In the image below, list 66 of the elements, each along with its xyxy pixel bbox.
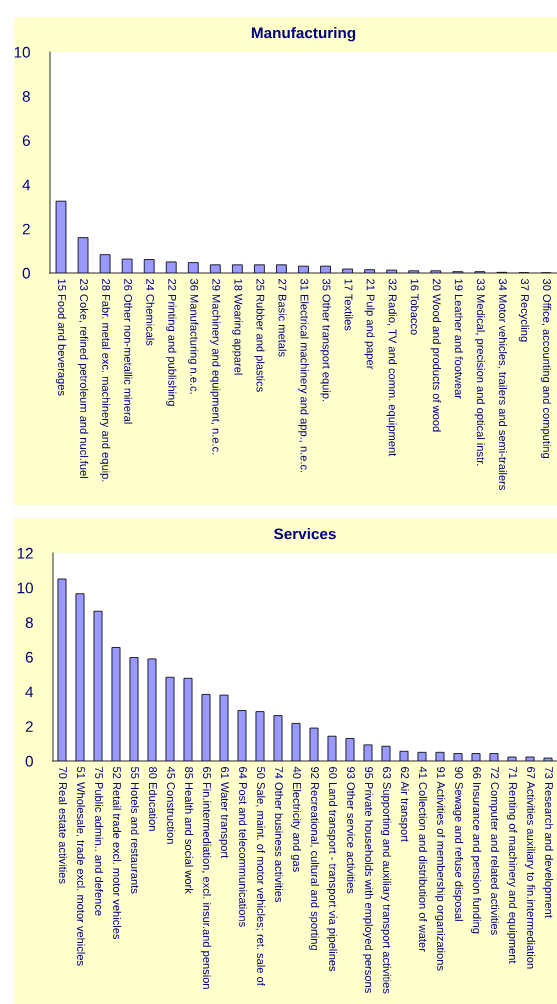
x-tick-label: 55 Hotels and restaurants — [131, 767, 140, 894]
x-tick-label: 15 Food and beverages — [55, 279, 67, 396]
x-tick-label: 90 Sewage and refuse disposal — [452, 767, 464, 921]
x-tick-label: 22 Printing and publishing — [166, 279, 177, 406]
x-tick-label: 50 Sale, maint. of motor vehicles; ret. sale of — [255, 767, 266, 986]
x-tick-label: 63 Supporting and auxiliary transport activities — [380, 767, 392, 994]
y-tick-label: 0 — [22, 267, 30, 279]
x-tick-label: 51 Wholesale, trade excl. motor vehicles — [75, 767, 86, 966]
y-tick-label: 4 — [25, 686, 34, 698]
x-tick-label: 70 Real estate activities — [59, 767, 68, 884]
x-tick-label: 80 Education — [149, 767, 158, 831]
x-tick-label: 72 Computer and related activities — [488, 767, 500, 935]
x-tick-label: 24 Chemicals — [146, 279, 155, 346]
x-tick-label: 20 Wood and products of wood — [430, 279, 441, 432]
x-tick-label: 40 Electricity and gas — [290, 766, 302, 872]
x-tick-label: 26 Other non-metallic mineral — [124, 279, 133, 424]
x-tick-label: 18 Wearing apparel — [232, 279, 243, 375]
y-tick-label: 4 — [22, 179, 31, 191]
x-tick-label: 52 Retail trade excl. motor vehicles — [113, 767, 122, 940]
x-tick-label: 19 Leather and footwear — [454, 279, 463, 399]
x-tick-label: 41 Collection and distribution of water — [419, 766, 428, 952]
x-tick-label: 28 Fabr. metal exc. machinery and equip. — [99, 279, 111, 482]
x-tick-label: 60 Land transport - transport via pipelines — [326, 767, 338, 972]
x-tick-label: 67 Activities auxiliary to fin.intermediation — [524, 767, 536, 969]
x-tick-label: 93 Other service activities — [347, 767, 356, 894]
y-tick-label: 6 — [22, 135, 30, 147]
y-tick-label: 8 — [25, 617, 33, 629]
x-tick-label: 85 Health and social work — [185, 767, 194, 894]
y-tick-label: 10 — [14, 46, 30, 58]
x-tick-label: 29 Machinery and equipment, n.e.c. — [210, 279, 221, 455]
x-tick-label: 35 Other transport equip. — [320, 278, 331, 402]
x-tick-label: 95 Private households with employed persons — [362, 767, 374, 993]
x-tick-label: 23 Coke, refined petroleum and nucl.fuel — [77, 279, 89, 478]
x-tick-label: 73 Research and development — [542, 767, 554, 918]
x-tick-label: 37 Recycling — [518, 278, 530, 342]
x-tick-label: 36 Manufacturing n.e.c. — [188, 278, 199, 394]
x-tick-label: 65 Fin.intermediation, excl. insur.and pension — [200, 767, 212, 989]
y-tick-label: 6 — [25, 651, 33, 663]
x-tick-label: 45 Construction — [167, 766, 176, 844]
x-tick-label: 32 Radio, TV and comm. equipment — [386, 278, 397, 457]
x-tick-label: 21 Pulp and paper — [364, 279, 375, 370]
x-tick-label: 25 Rubber and plastics — [254, 279, 265, 392]
chart-title: Manufacturing — [251, 27, 356, 42]
x-tick-label: 16 Tobacco — [410, 279, 419, 335]
y-tick-label: 10 — [17, 582, 33, 594]
x-tick-label: 92 Recreational, cultural and sporting — [308, 767, 320, 950]
x-tick-label: 71 Renting of machinery and equipment — [506, 767, 518, 964]
x-tick-label: 17 Textiles — [344, 279, 353, 331]
x-tick-label: 74 Other business activities — [275, 767, 284, 903]
x-tick-label: 62 Air transport — [398, 767, 410, 842]
x-tick-label: 34 Motor vehicles, trailers and semi-trailers — [497, 278, 508, 490]
y-tick-label: 8 — [22, 91, 30, 102]
x-tick-label: 27 Basic metals — [278, 279, 287, 357]
x-tick-label: 33 Medical, precision and optical instr. — [474, 278, 486, 466]
x-tick-label: 91 Activities of membership organizations — [434, 767, 446, 971]
chart-title: Services — [274, 528, 336, 540]
x-tick-label: 64 Post and telecommunications — [239, 767, 248, 927]
x-tick-label: 31 Electrical machinery and app., n.e.c. — [298, 278, 309, 473]
y-tick-label: 12 — [17, 547, 33, 559]
x-tick-label: 30 Office, accounting and computing — [540, 278, 552, 459]
y-tick-label: 2 — [22, 223, 30, 235]
x-tick-label: 75 Public admin.. and defence — [95, 767, 104, 916]
y-tick-label: 2 — [25, 721, 33, 732]
x-tick-label: 66 Insurance and pension funding — [470, 767, 482, 934]
y-tick-label: 0 — [25, 755, 33, 767]
x-tick-label: 61 Water transport — [218, 767, 229, 859]
